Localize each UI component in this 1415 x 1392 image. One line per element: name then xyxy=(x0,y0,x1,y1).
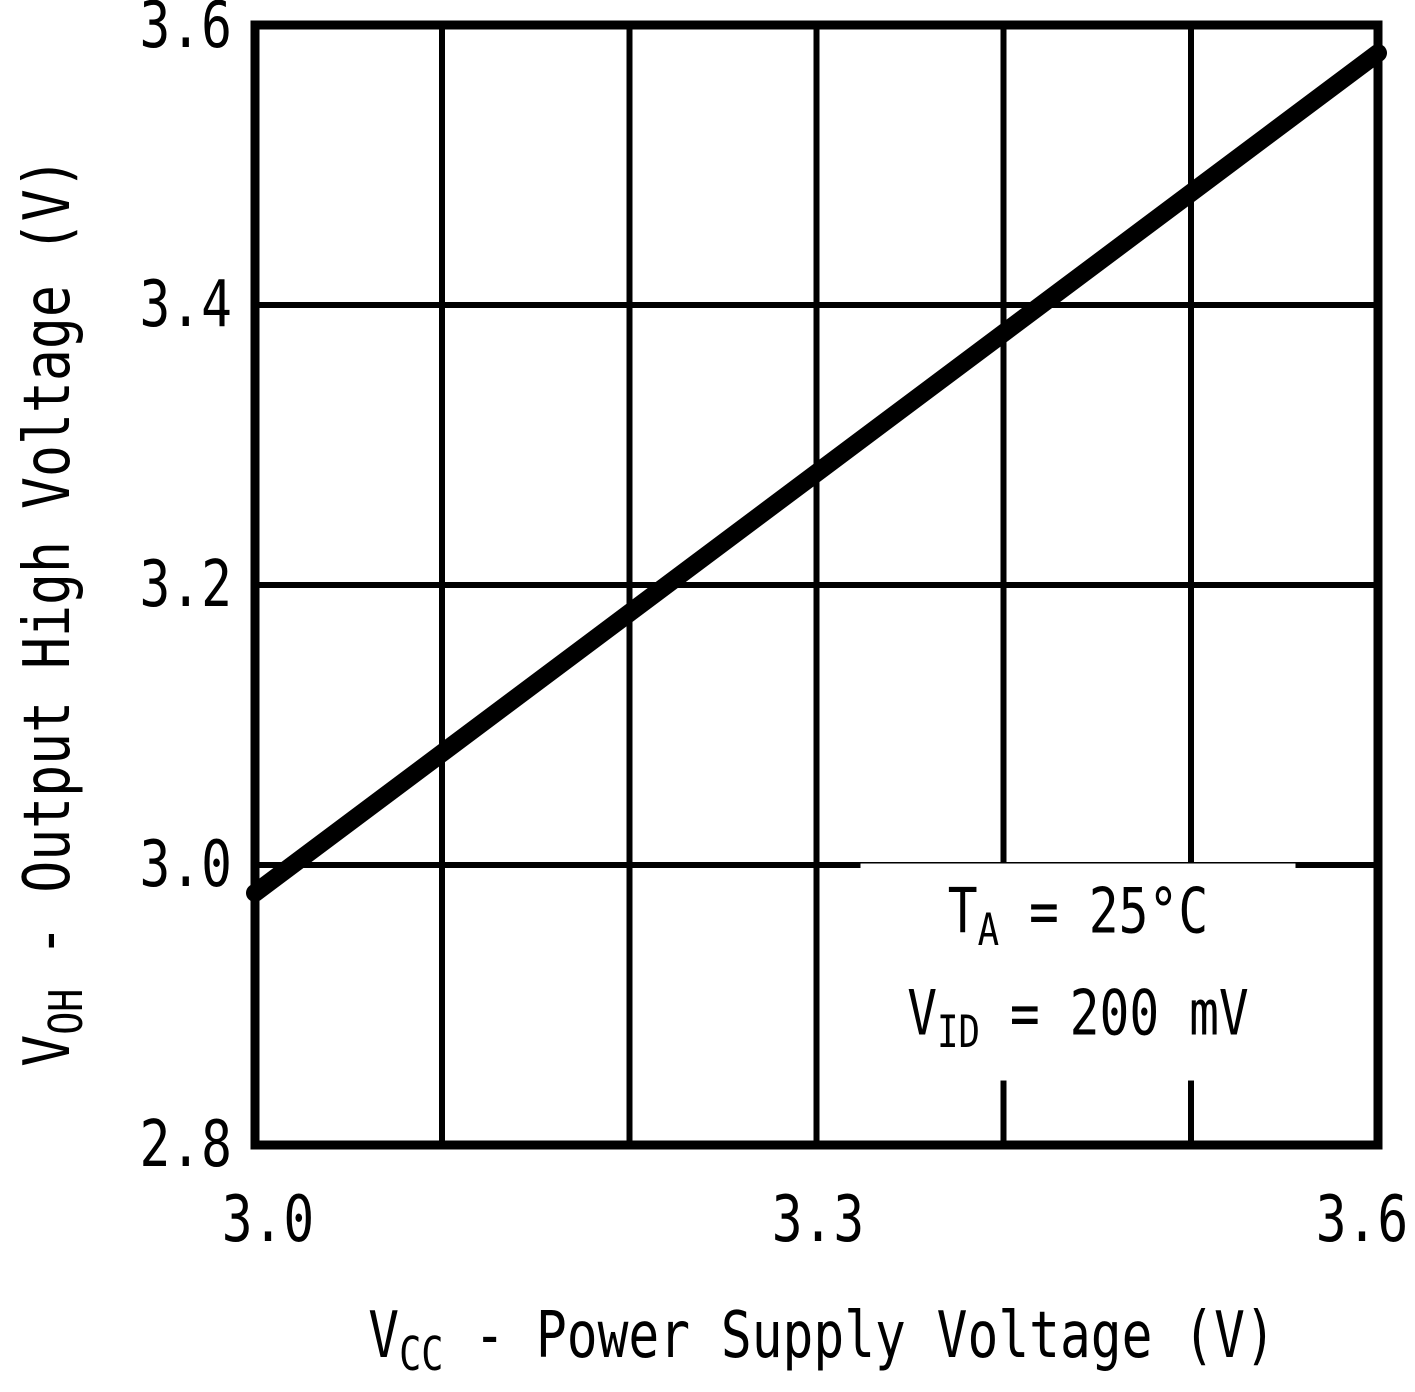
annotation-ta-symbol: T xyxy=(947,874,978,948)
annotation-vid: VID = 200 mV xyxy=(907,972,1249,1074)
x-tick-label-3-6: 3.6 xyxy=(1315,1183,1409,1257)
annotation-ta: TA = 25°C xyxy=(907,870,1249,972)
x-tick-label-3-3: 3.3 xyxy=(771,1183,865,1257)
annotation-vid-value: = 200 mV xyxy=(980,977,1249,1050)
annotation-vid-subscript: ID xyxy=(937,1006,981,1059)
annotation-ta-value: = 25°C xyxy=(999,874,1209,948)
annotation-vid-symbol: V xyxy=(907,977,938,1050)
y-axis-title-text: - Output High Voltage (V) xyxy=(11,157,86,989)
x-axis-title: VCC - Power Supply Voltage (V) xyxy=(368,1298,1275,1392)
x-axis-title-text: - Power Supply Voltage (V) xyxy=(443,1299,1276,1373)
annotation-ta-subscript: A xyxy=(977,904,1000,956)
x-tick-label-3-0: 3.0 xyxy=(221,1183,315,1257)
y-tick-label-3-2: 3.2 xyxy=(139,548,232,622)
y-tick-label-3-6: 3.6 xyxy=(139,0,232,63)
y-axis-title-subscript: OH xyxy=(38,988,93,1035)
y-axis-title: VOH - Output High Voltage (V) xyxy=(10,157,104,1067)
y-tick-label-2-8: 2.8 xyxy=(139,1108,232,1182)
y-tick-label-3-0: 3.0 xyxy=(139,828,232,902)
annotation-box: TA = 25°C VID = 200 mV xyxy=(860,863,1296,1081)
x-axis-title-subscript: CC xyxy=(399,1326,444,1381)
y-tick-label-3-4: 3.4 xyxy=(139,268,232,342)
plot-border xyxy=(250,20,1383,1150)
data-line-voh-vs-vcc xyxy=(246,44,1387,902)
x-axis-title-symbol: V xyxy=(368,1299,400,1373)
y-axis-title-symbol: V xyxy=(11,1034,86,1067)
